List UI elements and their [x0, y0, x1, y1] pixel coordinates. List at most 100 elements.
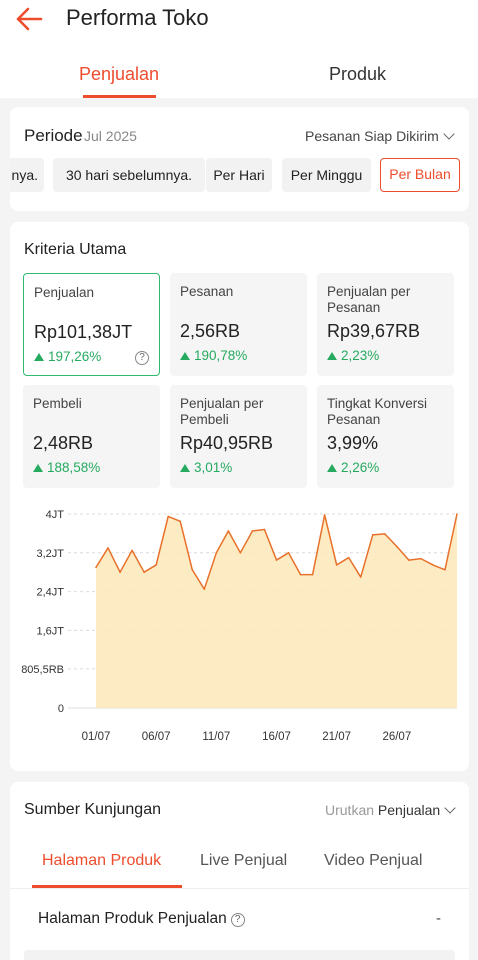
data-point	[359, 576, 362, 578]
order-status-label: Pesanan Siap Dikirim	[305, 128, 439, 144]
data-point	[167, 515, 169, 518]
sort-label: Urutkan	[325, 802, 375, 818]
periode-card: Periode Jul 2025 Pesanan Siap Dikirim ny…	[10, 107, 469, 211]
metric-delta-value: 2,23%	[341, 348, 380, 363]
up-triangle-icon	[180, 464, 190, 472]
metric-value: Rp101,38JT	[34, 322, 133, 342]
metric-value: Rp39,67RB	[327, 321, 421, 341]
metric-pembeli[interactable]: Pembeli 2,48RB 188,58%	[23, 385, 160, 488]
page-title: Performa Toko	[66, 5, 209, 30]
up-triangle-icon	[34, 353, 44, 361]
metric-delta-value: 2,26%	[341, 460, 380, 475]
tab-video-penjual[interactable]: Video Penjual	[324, 852, 423, 869]
metric-tingkat-konversi[interactable]: Tingkat Konversi Pesanan 3,99% 2,26%	[317, 385, 454, 488]
sales-trend-chart: 4JT 3,2JT 2,4JT 1,6JT 805,5RB 0 01/07 06/07 11/0…	[21, 509, 458, 743]
metric-penjualan[interactable]: Penjualan Rp101,38JT 197,26% ?	[23, 273, 160, 376]
kriteria-title: Kriteria Utama	[24, 241, 127, 258]
tab-live-penjual[interactable]: Live Penjual	[200, 852, 288, 869]
tab-penjualan[interactable]: Penjualan	[79, 64, 160, 84]
metric-value: Rp40,95RB	[180, 433, 274, 453]
kriteria-utama-card: Kriteria Utama Penjualan Rp101,38JT 197,…	[10, 222, 469, 771]
metric-delta-value: 188,58%	[47, 460, 101, 475]
data-point	[107, 547, 109, 549]
up-triangle-icon	[180, 352, 190, 360]
data-point	[203, 588, 206, 590]
sort-value: Penjualan	[377, 802, 441, 818]
chevron-down-icon	[444, 802, 456, 814]
data-point	[335, 564, 338, 566]
data-point	[131, 549, 133, 552]
metric-delta: 188,58%	[33, 460, 100, 475]
help-icon[interactable]: ?	[230, 913, 245, 927]
x-tick-label: 21/07	[322, 731, 351, 743]
x-tick-label: 26/07	[382, 731, 411, 743]
sort-dropdown[interactable]: Urutkan Penjualan	[325, 802, 456, 818]
metric-label: Pembeli	[33, 396, 82, 411]
chip-per-hari[interactable]: Per Hari	[206, 158, 272, 192]
data-point	[396, 545, 398, 548]
metric-delta-value: 190,78%	[194, 348, 248, 363]
chip-per-bulan[interactable]: Per Bulan	[380, 158, 460, 192]
x-tick-label: 06/07	[142, 731, 171, 743]
metric-label: Penjualan	[34, 285, 95, 300]
up-triangle-icon	[327, 464, 337, 472]
metric-delta: 3,01%	[180, 460, 232, 475]
periode-label: Periode	[24, 126, 83, 145]
chip-30-days-before[interactable]: 30 hari sebelumnya.	[53, 158, 205, 192]
order-status-dropdown[interactable]: Pesanan Siap Dikirim	[305, 128, 455, 144]
data-point	[456, 513, 458, 515]
series-area	[96, 514, 457, 708]
back-arrow-icon[interactable]	[14, 6, 44, 32]
metric-delta: 2,26%	[327, 460, 379, 475]
metric-label: Penjualan per Pembeli	[180, 396, 264, 427]
metric-value: 2,56RB	[180, 321, 241, 341]
y-tick-label: 4JT	[46, 509, 65, 521]
main-tabs: Penjualan Produk	[0, 40, 478, 98]
data-point	[347, 556, 350, 559]
y-tick-label: 0	[58, 703, 64, 715]
x-tick-label: 01/07	[82, 731, 111, 743]
help-icon[interactable]: ?	[135, 351, 149, 365]
data-point	[191, 568, 194, 571]
chip-previous-period[interactable]: nya.	[10, 158, 44, 192]
data-point	[432, 564, 434, 566]
data-point	[384, 533, 386, 535]
data-point	[323, 514, 326, 516]
periode-value: Jul 2025	[84, 128, 137, 144]
data-point	[179, 520, 182, 523]
metric-delta: 197,26%	[34, 349, 101, 364]
sumber-title: Sumber Kunjungan	[24, 801, 161, 818]
y-tick-label: 2,4JT	[36, 587, 64, 599]
data-point	[143, 571, 145, 573]
data-point	[311, 573, 314, 576]
metric-value: 3,99%	[327, 433, 379, 453]
tab-produk[interactable]: Produk	[329, 64, 387, 84]
x-tick-label: 16/07	[262, 731, 291, 743]
section-title-text: Halaman Produk Penjualan	[38, 910, 227, 927]
metric-label: Penjualan per Pesanan	[327, 284, 411, 315]
chip-per-minggu[interactable]: Per Minggu	[282, 158, 371, 192]
up-triangle-icon	[33, 464, 43, 472]
metric-penjualan-per-pembeli[interactable]: Penjualan per Pembeli Rp40,95RB 3,01%	[170, 385, 307, 488]
data-point	[251, 530, 254, 532]
y-tick-label: 1,6JT	[36, 625, 64, 637]
tab-halaman-produk[interactable]: Halaman Produk	[42, 852, 162, 869]
chevron-down-icon	[443, 128, 455, 140]
y-tick-label: 805,5RB	[21, 664, 64, 676]
source-metric-box	[24, 950, 455, 960]
section-value: -	[436, 910, 441, 927]
metric-pesanan[interactable]: Pesanan 2,56RB 190,78%	[170, 273, 307, 376]
data-point	[239, 552, 242, 554]
data-point	[420, 557, 422, 560]
sumber-kunjungan-card: Sumber Kunjungan Urutkan Penjualan Halam…	[10, 782, 469, 960]
data-point	[119, 571, 121, 573]
up-triangle-icon	[327, 352, 337, 360]
data-point	[227, 530, 230, 532]
metric-penjualan-per-pesanan[interactable]: Penjualan per Pesanan Rp39,67RB 2,23%	[317, 273, 454, 376]
active-source-tab-indicator	[32, 885, 182, 888]
period-chips[interactable]: nya. 30 hari sebelumnya. Per Hari Per Mi…	[10, 158, 469, 194]
data-point	[275, 559, 278, 561]
data-point	[263, 528, 266, 531]
active-tab-indicator	[83, 95, 156, 98]
metric-label: Tingkat Konversi Pesanan	[327, 396, 428, 427]
